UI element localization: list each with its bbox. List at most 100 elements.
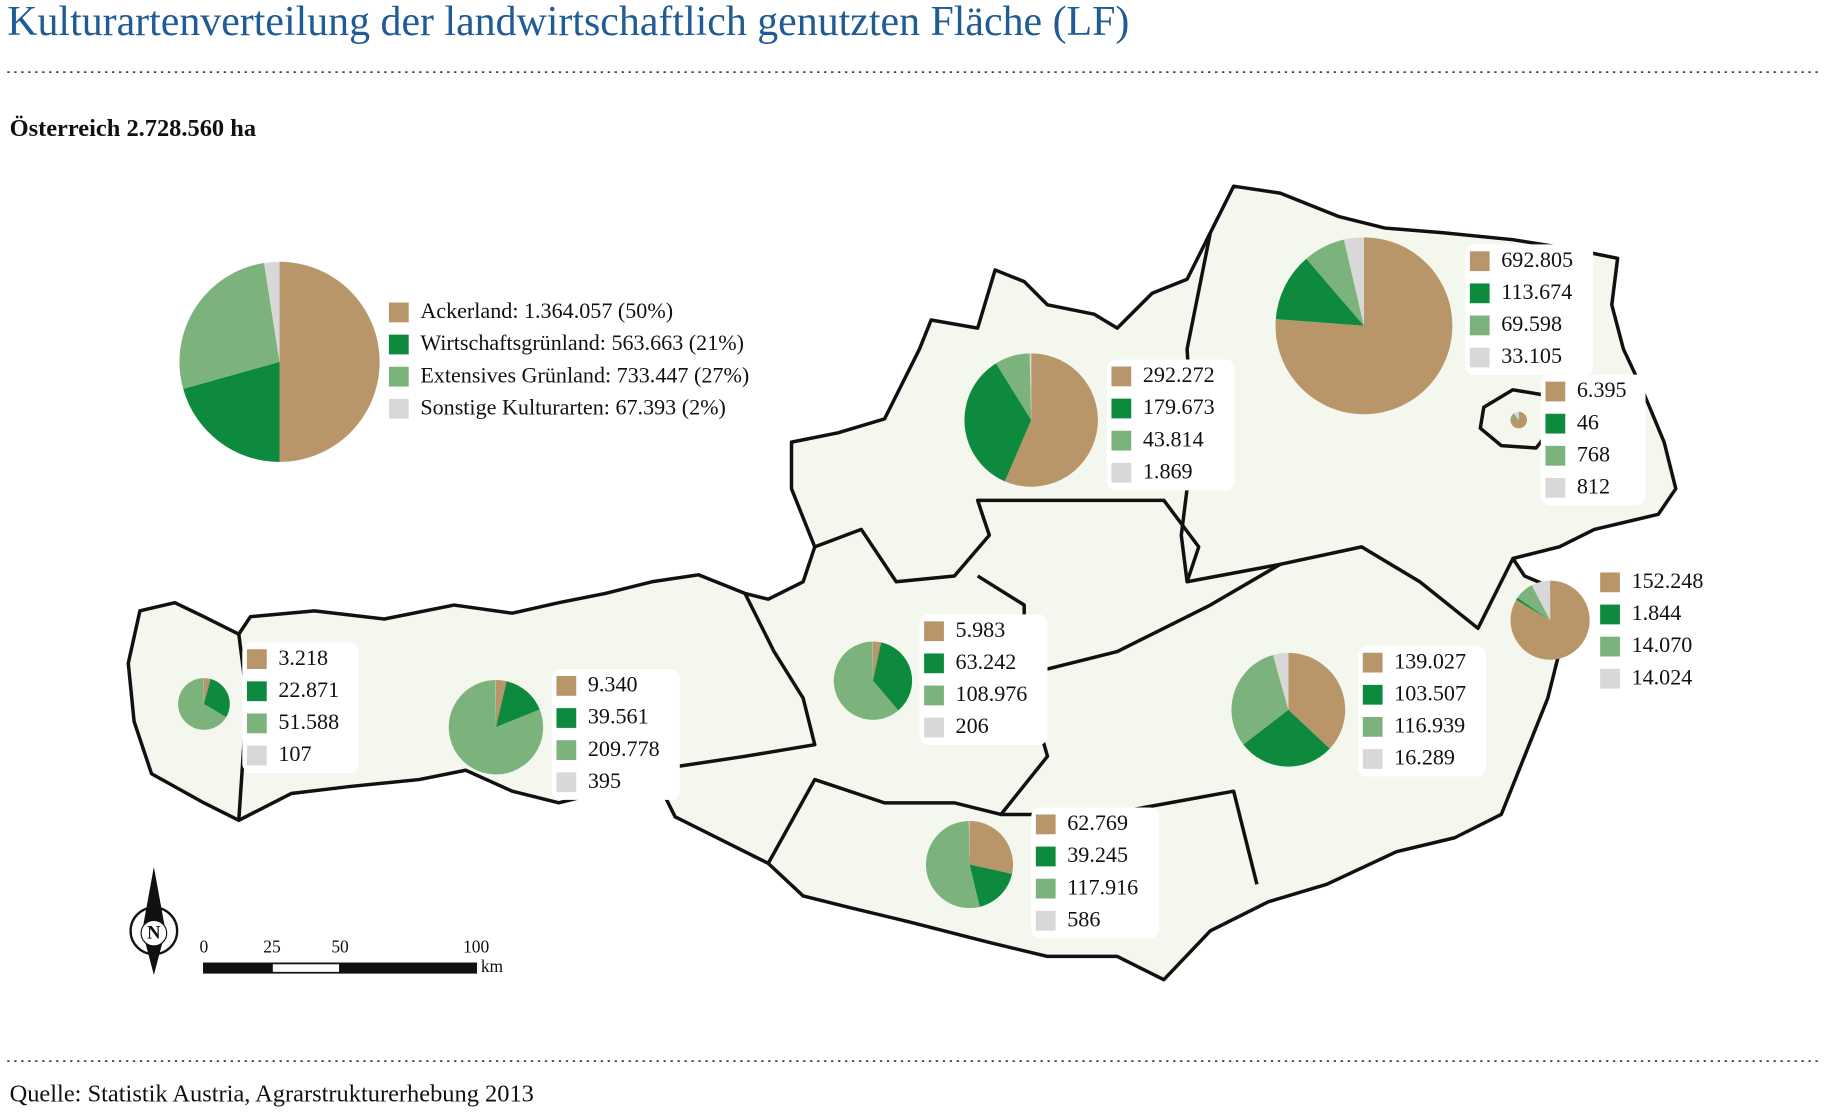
- legend-swatch: [1035, 878, 1056, 899]
- pie-slice: [495, 681, 540, 728]
- pie-slice: [1343, 237, 1364, 326]
- pie-slice: [996, 353, 1032, 421]
- pie-slice: [1004, 353, 1098, 487]
- legend-swatch: [1545, 381, 1566, 402]
- pie-slice: [1231, 655, 1289, 745]
- legend-label: Extensives Grünland: 733.447 (27%): [420, 362, 749, 387]
- legend-label: 1.844: [1632, 600, 1682, 625]
- legend-swatch: [246, 649, 267, 670]
- legend-label: Sonstige Kulturarten: 67.393 (2%): [420, 394, 726, 419]
- legend-label: 62.769: [1067, 810, 1128, 835]
- legend-label: 692.805: [1501, 247, 1573, 272]
- legend-swatch: [246, 745, 267, 766]
- legend-swatch: [1035, 910, 1056, 931]
- subtitle: Österreich 2.728.560 ha: [10, 115, 256, 142]
- label-box: [1358, 645, 1487, 777]
- legend-swatch: [1362, 652, 1383, 673]
- north-arrow: N: [129, 866, 179, 976]
- label-box: [1595, 565, 1724, 697]
- legend-label: 292.272: [1143, 362, 1215, 387]
- legend-swatch: [1545, 445, 1566, 466]
- legend-label: 179.673: [1143, 394, 1215, 419]
- scale-label: 100: [463, 936, 489, 956]
- legend-label: 108.976: [956, 681, 1028, 706]
- legend-label: 6.395: [1577, 377, 1627, 402]
- legend-swatch: [246, 681, 267, 702]
- austria-map: [126, 184, 1678, 982]
- pie-slice: [179, 262, 280, 389]
- legend-label: 51.588: [278, 709, 339, 734]
- pie-slice: [1510, 580, 1590, 660]
- legend-label: 43.814: [1143, 426, 1204, 451]
- legend-swatch: [1600, 572, 1620, 593]
- legend-label: 3.218: [278, 645, 328, 670]
- legend-swatch: [1545, 477, 1566, 498]
- pie-slice: [1531, 580, 1551, 621]
- pie-slice: [969, 820, 1014, 874]
- legend-swatch: [1035, 846, 1056, 867]
- pie-slice: [203, 678, 230, 718]
- pie-slice: [1517, 585, 1551, 621]
- scale-unit: km: [481, 956, 504, 976]
- label-box: [1465, 244, 1594, 376]
- pie-slice: [1510, 413, 1519, 421]
- label-box: [242, 642, 359, 774]
- legend-swatch: [556, 708, 577, 728]
- legend-label: 152.248: [1632, 568, 1704, 593]
- legend-swatch: [388, 302, 409, 323]
- pie-slice: [1510, 411, 1528, 429]
- legend-label: 14.024: [1632, 664, 1693, 689]
- legend-label: 107: [278, 741, 311, 766]
- legend-label: 206: [956, 713, 989, 738]
- legend-swatch: [1600, 668, 1620, 689]
- pie-slice: [1510, 417, 1519, 421]
- legend-label: 69.598: [1501, 311, 1562, 336]
- legend-swatch: [388, 334, 409, 355]
- legend-swatch: [1469, 251, 1490, 272]
- legend-swatch: [1111, 430, 1132, 451]
- scale-label: 50: [331, 936, 349, 956]
- legend-swatch: [1600, 636, 1620, 657]
- legend-swatch: [1362, 684, 1383, 705]
- north-label: N: [147, 923, 161, 944]
- pie-slice: [264, 261, 280, 362]
- pie-slice: [1516, 597, 1551, 621]
- pie-slice: [872, 642, 913, 711]
- legend-label: 768: [1577, 441, 1610, 466]
- legend-swatch: [388, 398, 409, 419]
- pie-slice: [279, 261, 380, 462]
- label-box: [1540, 374, 1646, 506]
- arrow-hub: [140, 919, 168, 947]
- legend-swatch: [924, 653, 944, 674]
- legend-label: 103.507: [1394, 680, 1466, 705]
- scale-label: 0: [200, 936, 209, 956]
- pie-slice: [872, 641, 882, 681]
- pie-slice: [1288, 652, 1346, 749]
- pie-slice: [1275, 258, 1364, 326]
- legend-label: 16.289: [1394, 745, 1455, 770]
- pie-slice: [964, 363, 1032, 482]
- legend-label: Wirtschaftsgrünland: 563.663 (21%): [420, 330, 744, 355]
- scale-segment: [339, 962, 478, 974]
- legend-label: 139.027: [1394, 648, 1466, 673]
- legend-label: 14.070: [1632, 632, 1693, 657]
- legend-swatch: [1362, 716, 1383, 737]
- label-box: [919, 614, 1048, 746]
- legend-swatch: [924, 621, 944, 642]
- legend-label: 209.778: [588, 736, 660, 761]
- source: Quelle: Statistik Austria, Agrarstruktur…: [10, 1081, 534, 1108]
- legend-swatch: [556, 772, 577, 793]
- legend-label: 9.340: [588, 672, 638, 697]
- legend-swatch: [388, 366, 409, 387]
- region-border: [814, 498, 1201, 584]
- pie-slice: [969, 864, 1013, 907]
- legend-swatch: [1600, 604, 1620, 625]
- label-box: [551, 669, 680, 800]
- legend-swatch: [1111, 398, 1132, 419]
- legend-swatch: [556, 740, 577, 761]
- region-border: [651, 592, 817, 772]
- scale-segment: [271, 962, 341, 974]
- legend-label: 812: [1577, 474, 1610, 499]
